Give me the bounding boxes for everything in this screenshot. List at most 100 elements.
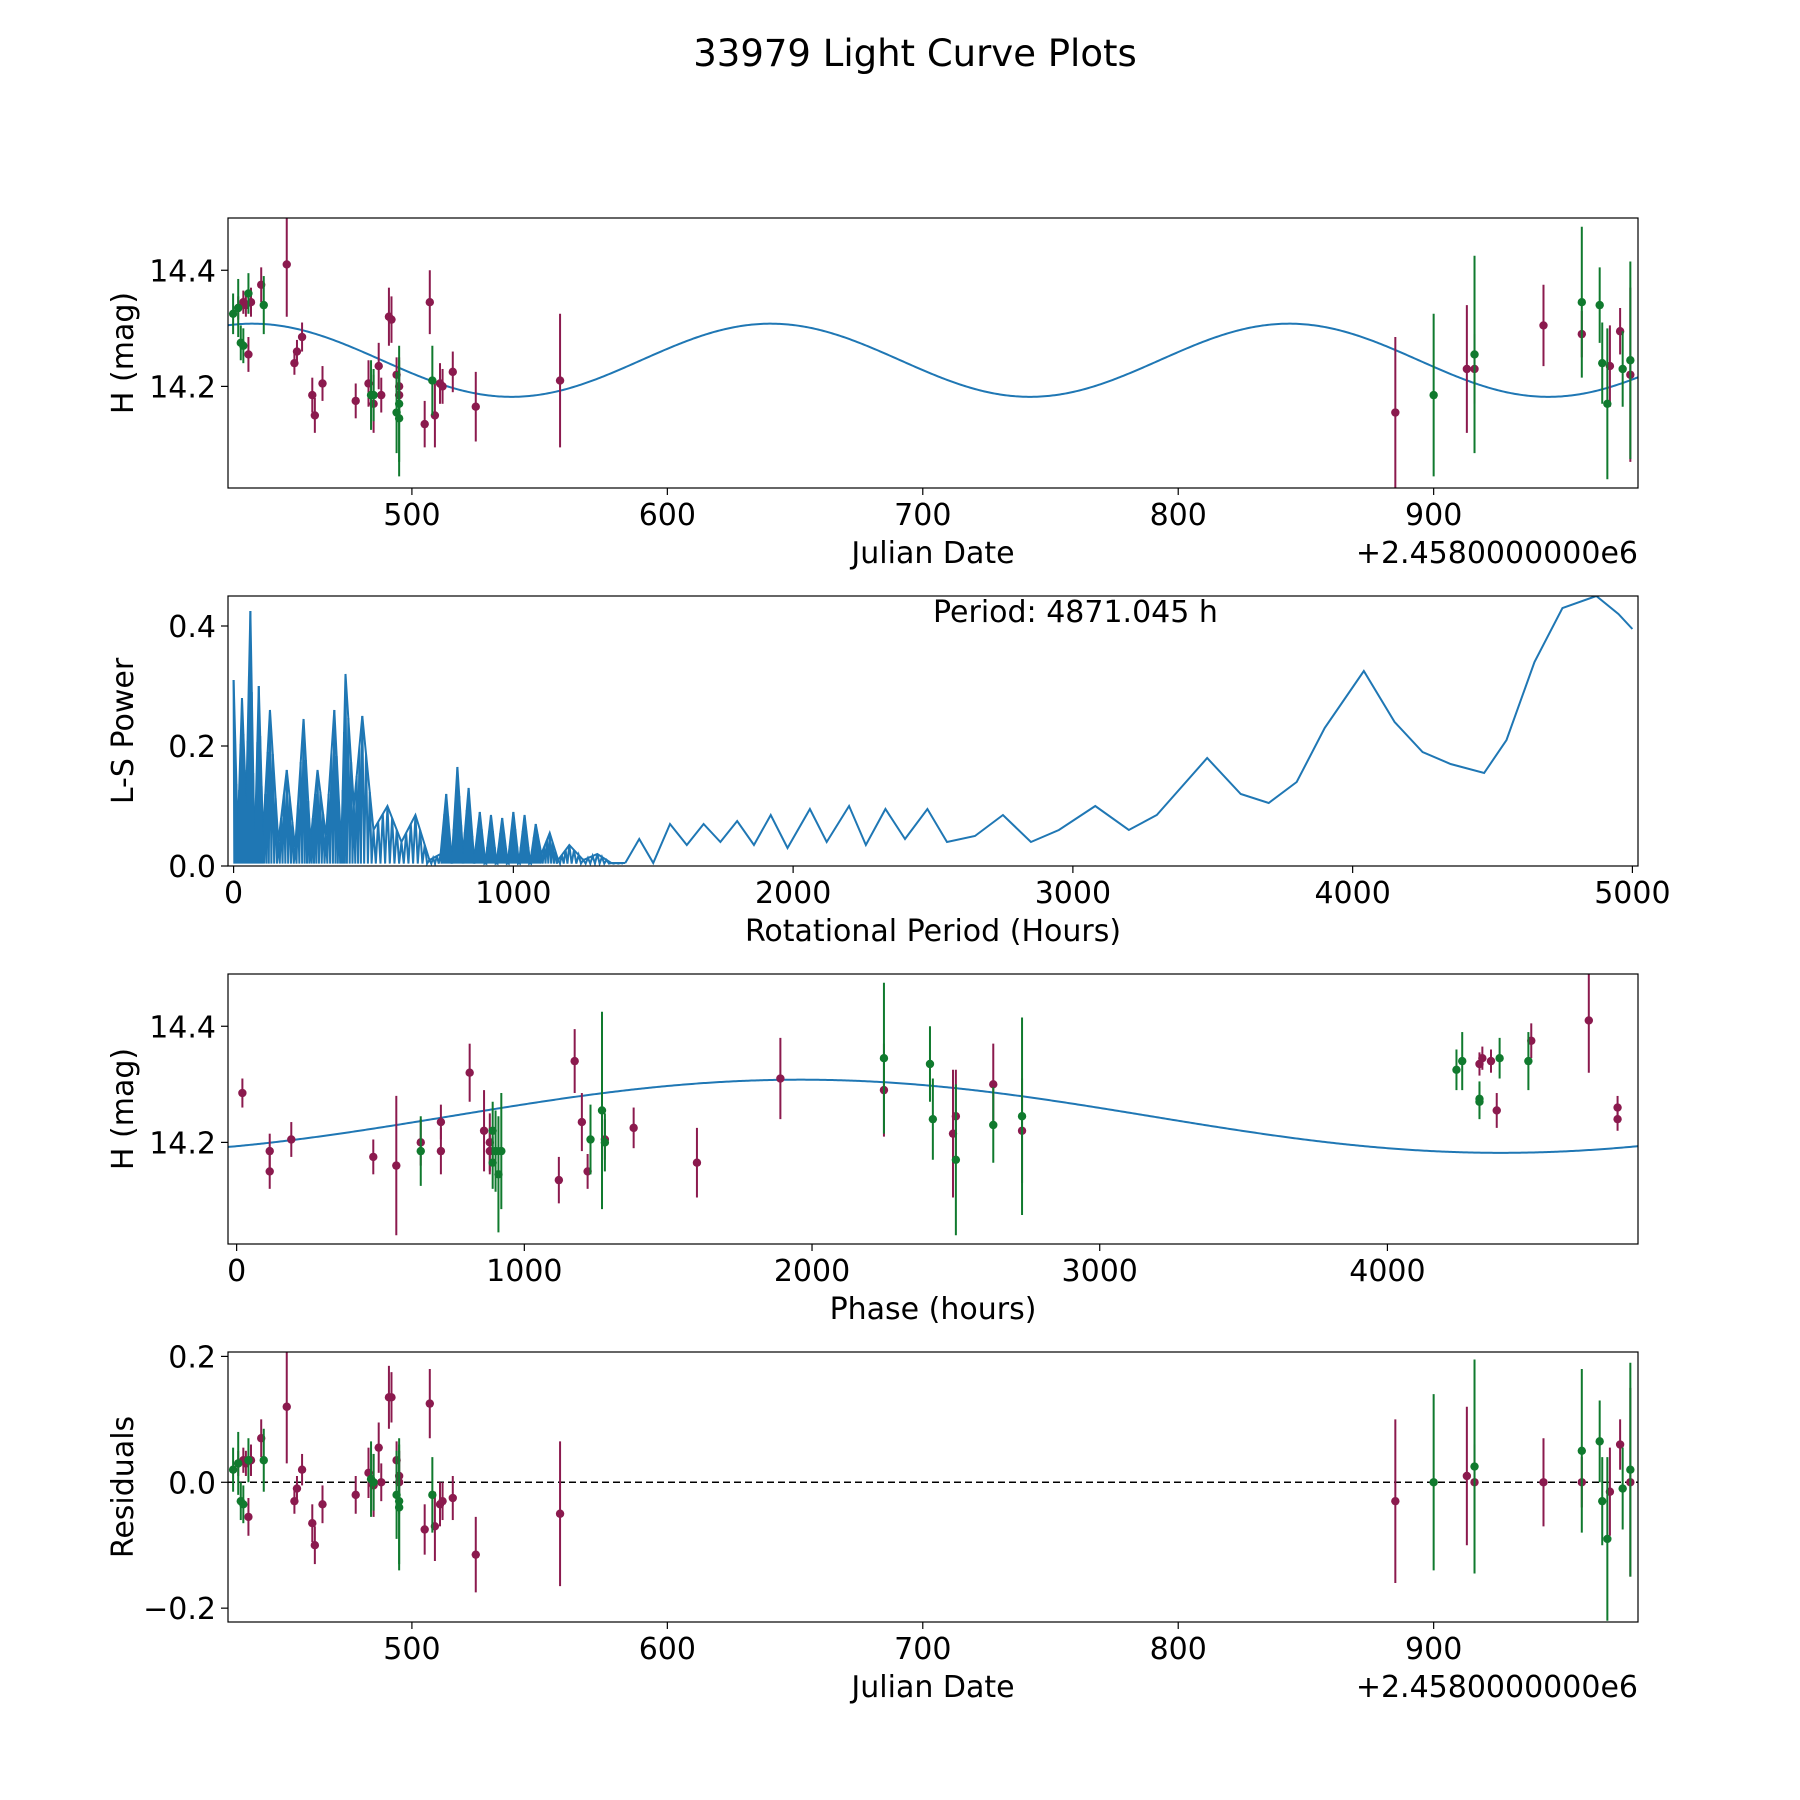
data-point xyxy=(244,350,252,358)
y-tick-label: 0.0 xyxy=(168,850,216,885)
data-point xyxy=(1539,321,1547,329)
panel-3: 0 1000 2000 3000 400014.214.4Phase (hours)H … xyxy=(106,968,1638,1327)
x-tick-label: 900 xyxy=(1405,498,1462,533)
data-point xyxy=(1618,365,1626,373)
data-point xyxy=(1495,1054,1503,1062)
data-point xyxy=(989,1121,997,1129)
x-axis-label: Phase (hours) xyxy=(830,1292,1037,1327)
data-point xyxy=(298,333,306,341)
x-tick-label: 700 xyxy=(894,1632,951,1667)
y-axis-label: Residuals xyxy=(106,1416,141,1558)
panel-1: 500 600 700 800 900 14.2 14.4 Julian Date H (mag… xyxy=(106,212,1638,571)
data-point xyxy=(1452,1066,1460,1074)
y-tick-label: 14.4 xyxy=(149,1010,216,1045)
x-offset-label: +2.4580000000e6 xyxy=(1356,1670,1638,1705)
x-offset-label: +2.4580000000e6 xyxy=(1356,536,1638,571)
axes-frame xyxy=(228,596,1638,866)
data-point xyxy=(929,1115,937,1123)
data-point xyxy=(1458,1057,1466,1065)
data-point xyxy=(234,304,242,312)
data-point xyxy=(1585,1016,1593,1024)
data-point xyxy=(420,420,428,428)
data-point xyxy=(555,1176,563,1184)
y-tick-label: 0.2 xyxy=(168,730,216,765)
x-tick-label: 4000 xyxy=(1314,876,1390,911)
y-tick-label: 0.0 xyxy=(168,1466,216,1501)
data-point xyxy=(311,1541,319,1549)
data-point xyxy=(369,1153,377,1161)
data-point xyxy=(426,1399,434,1407)
data-point xyxy=(1524,1057,1532,1065)
panel-4: 500 600 700 800 900 −0.2 0.0 0.2 Julian Date Resi… xyxy=(106,1340,1638,1705)
y-axis-label: H (mag) xyxy=(106,1048,141,1170)
data-point xyxy=(395,414,403,422)
data-point xyxy=(387,1393,395,1401)
data-point xyxy=(880,1054,888,1062)
data-point xyxy=(244,1456,252,1464)
x-tick-label: 700 xyxy=(894,498,951,533)
data-point xyxy=(1603,1535,1611,1543)
data-point xyxy=(239,1500,247,1508)
data-point xyxy=(472,1550,480,1558)
data-point xyxy=(1391,408,1399,416)
x-axis-label: Rotational Period (Hours) xyxy=(745,914,1121,949)
data-point xyxy=(1463,365,1471,373)
data-point xyxy=(234,1459,242,1467)
y-axis-label: L-S Power xyxy=(106,657,141,804)
x-tick-label: 3000 xyxy=(1035,876,1111,911)
x-tick-label: 500 xyxy=(383,498,440,533)
data-point xyxy=(377,391,385,399)
data-point xyxy=(1626,356,1634,364)
data-point xyxy=(260,1456,268,1464)
data-point xyxy=(293,347,301,355)
data-point xyxy=(420,1525,428,1533)
x-tick-label: 2000 xyxy=(755,876,831,911)
data-point xyxy=(1470,350,1478,358)
axes-frame xyxy=(228,218,1638,488)
data-point xyxy=(586,1135,594,1143)
x-tick-label: 600 xyxy=(639,1632,696,1667)
data-point xyxy=(369,391,377,399)
data-point xyxy=(437,1118,445,1126)
data-point xyxy=(298,1465,306,1473)
data-point xyxy=(1618,1484,1626,1492)
figure: 33979 Light Curve Plots 500 600 700 800 9001… xyxy=(0,0,1800,1800)
data-point xyxy=(260,301,268,309)
data-point xyxy=(578,1118,586,1126)
data-point xyxy=(952,1156,960,1164)
data-point xyxy=(1595,301,1603,309)
data-point xyxy=(449,1494,457,1502)
data-point xyxy=(1613,1115,1621,1123)
x-tick-label: 3000 xyxy=(1062,1254,1138,1289)
data-point xyxy=(244,289,252,297)
data-point xyxy=(377,1478,385,1486)
x-tick-label: 900 xyxy=(1405,1632,1462,1667)
x-tick-label: 800 xyxy=(1150,498,1207,533)
x-axis-label: Julian Date xyxy=(849,536,1014,571)
x-tick-label: 500 xyxy=(383,1632,440,1667)
data-point xyxy=(1578,1447,1586,1455)
data-point xyxy=(1603,400,1611,408)
data-point xyxy=(375,1443,383,1451)
data-point xyxy=(352,1491,360,1499)
x-axis-label: Julian Date xyxy=(849,1670,1014,1705)
data-point xyxy=(1598,359,1606,367)
data-point xyxy=(926,1060,934,1068)
y-tick-label: 14.4 xyxy=(149,254,216,289)
data-point xyxy=(1475,1098,1483,1106)
data-point xyxy=(438,382,446,390)
data-point xyxy=(1616,1440,1624,1448)
data-point xyxy=(1578,298,1586,306)
data-point xyxy=(556,1510,564,1518)
data-point xyxy=(472,403,480,411)
y-tick-label: 0.4 xyxy=(168,610,216,645)
data-point xyxy=(1018,1112,1026,1120)
data-point xyxy=(308,1519,316,1527)
y-tick-label: 14.2 xyxy=(149,370,216,405)
data-point xyxy=(1429,391,1437,399)
panel-2: 0 1000 2000 3000 4000 50000.00.20.4Rotational… xyxy=(106,595,1671,949)
y-axis-label: H (mag) xyxy=(106,292,141,414)
data-point xyxy=(352,397,360,405)
data-point xyxy=(1598,1497,1606,1505)
data-point xyxy=(629,1124,637,1132)
